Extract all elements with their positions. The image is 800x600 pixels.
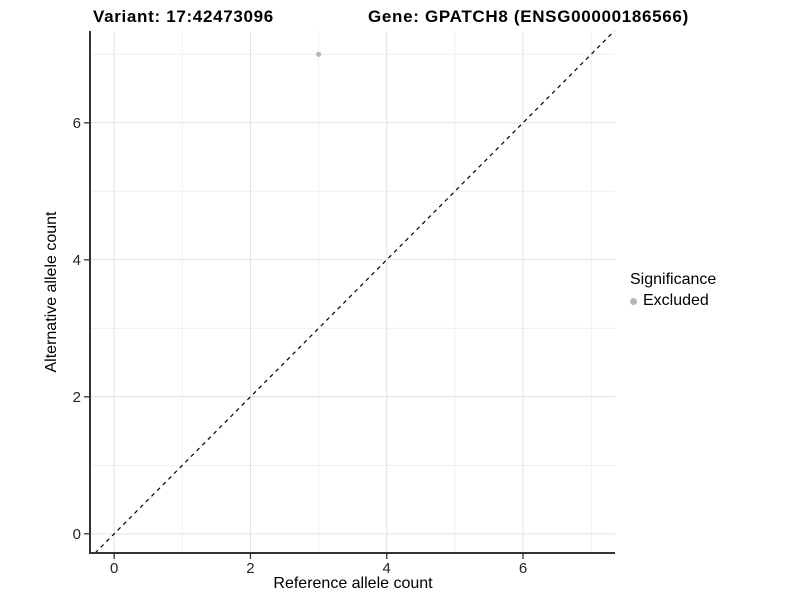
x-tick-label: 6 bbox=[519, 560, 527, 577]
plot-title-gene: Gene: GPATCH8 (ENSG00000186566) bbox=[368, 7, 689, 26]
identity-line bbox=[94, 30, 615, 554]
x-tick-label: 4 bbox=[383, 560, 391, 577]
x-tick-label: 2 bbox=[246, 560, 254, 577]
data-point bbox=[315, 51, 322, 57]
y-tick-label: 6 bbox=[73, 115, 81, 132]
legend: Significance Excluded bbox=[630, 271, 716, 310]
y-tick-label: 0 bbox=[73, 526, 81, 543]
y-tick-label: 4 bbox=[73, 252, 81, 269]
legend-item-excluded: Excluded bbox=[630, 292, 716, 310]
plot-title-variant: Variant: 17:42473096 bbox=[93, 7, 274, 26]
legend-title: Significance bbox=[630, 271, 717, 288]
legend-item-label: Excluded bbox=[643, 292, 709, 309]
y-tick-label: 2 bbox=[73, 389, 81, 406]
x-tick-label: 0 bbox=[110, 560, 118, 577]
y-axis-label: Alternative allele count bbox=[43, 211, 60, 373]
legend-marker-circle-icon bbox=[630, 297, 637, 305]
x-axis-label: Reference allele count bbox=[273, 575, 433, 592]
